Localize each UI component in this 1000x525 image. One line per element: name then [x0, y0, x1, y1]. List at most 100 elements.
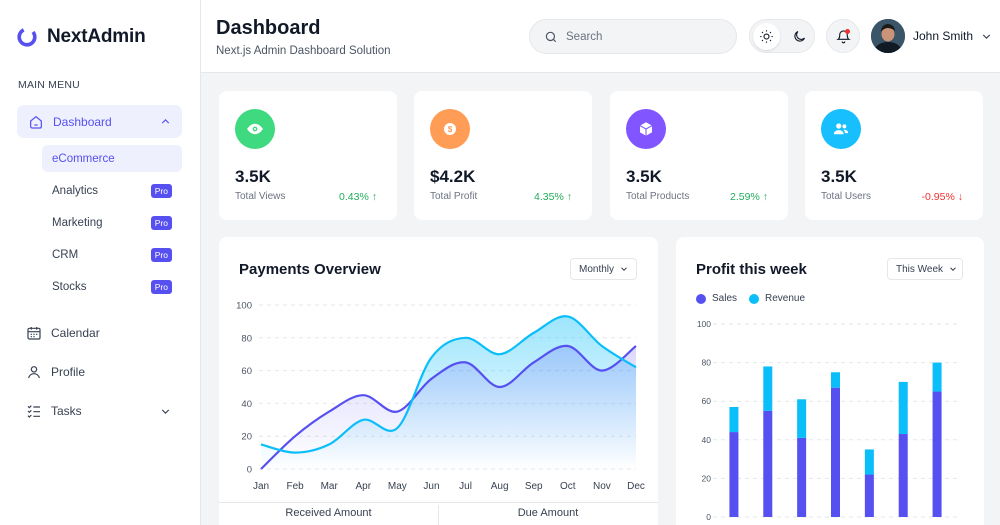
sidebar-subitem-crm[interactable]: CRM Pro [42, 241, 182, 268]
y-tick-label: 40 [702, 435, 712, 445]
y-tick-label: 80 [702, 358, 712, 368]
legend-label: Revenue [765, 293, 806, 304]
area-received-amount [261, 345, 636, 469]
bar-revenue-fri [864, 449, 874, 475]
pro-badge: Pro [150, 248, 172, 262]
theme-toggle[interactable] [749, 19, 815, 53]
sidebar-subitem-ecommerce[interactable]: eCommerce [42, 145, 182, 172]
bell-icon [835, 29, 851, 43]
bar-sales-wed [797, 437, 807, 517]
arrow-up-icon: ↑ [371, 191, 377, 203]
stat-label: Total Products [626, 191, 690, 202]
notifications-button[interactable] [826, 19, 860, 53]
panel-title: Profit this week [696, 261, 807, 278]
dropdown-value: Monthly [579, 263, 615, 275]
chevron-down-icon [982, 33, 991, 39]
calendar-icon [27, 327, 41, 340]
chart-legend: Sales Revenue [696, 293, 805, 304]
panel-title: Payments Overview [239, 261, 381, 278]
bar-revenue-wed [797, 399, 807, 438]
svg-text:$: $ [448, 125, 453, 134]
stat-card-products: 3.5K Total Products 2.59% ↑ [610, 91, 788, 220]
profit-week-panel: Profit this week This Week Sales Revenue… [676, 237, 984, 525]
bar-revenue-sat [898, 381, 908, 435]
sidebar-item-label: Tasks [51, 404, 82, 418]
tasks-icon [27, 405, 40, 418]
stat-card-profit: $ $4.2K Total Profit 4.35% ↑ [414, 91, 592, 220]
user-menu[interactable]: John Smith [871, 19, 993, 53]
payments-overview-panel: Payments Overview Monthly 0 20 40 60 80 100 Ja… [219, 237, 658, 525]
page-subtitle: Next.js Admin Dashboard Solution [216, 45, 391, 57]
stat-card-views: 3.5K Total Views 0.43% ↑ [219, 91, 397, 220]
chevron-down-icon [621, 267, 627, 271]
moon-icon [794, 30, 806, 42]
y-tick-label: 0 [247, 465, 252, 476]
box-icon [639, 122, 653, 136]
avatar [871, 19, 905, 53]
stat-label: Total Views [235, 191, 286, 202]
y-tick-label: 60 [241, 366, 252, 377]
chevron-down-icon [950, 267, 956, 271]
sidebar-item-tasks[interactable]: Tasks [17, 396, 182, 426]
stat-card-users: 3.5K Total Users -0.95% ↓ [805, 91, 983, 220]
legend-swatch-revenue [749, 293, 760, 304]
x-tick-label: Jun [423, 481, 439, 492]
sidebar-subitem-analytics[interactable]: Analytics Pro [42, 177, 182, 204]
pro-badge: Pro [150, 280, 172, 294]
sidebar-item-calendar[interactable]: Calendar [17, 318, 182, 348]
user-name: John Smith [913, 29, 974, 43]
dark-mode-button[interactable] [786, 23, 813, 50]
search-box[interactable] [529, 19, 737, 54]
stat-icon-bg [235, 109, 275, 149]
bar-sales-tue [763, 410, 773, 517]
stat-value: 3.5K [626, 167, 662, 186]
sidebar: NextAdmin MAIN MENU Dashboard eCommerce … [0, 0, 201, 525]
x-tick-label: Nov [593, 481, 611, 492]
y-tick-label: 20 [702, 473, 712, 483]
dollar-icon: $ [444, 123, 456, 135]
sidebar-subitem-label: Stocks [52, 280, 87, 293]
legend-swatch-sales [696, 293, 706, 304]
received-amount-label: Received Amount [285, 507, 372, 519]
bar-sales-sat [898, 434, 908, 517]
period-dropdown[interactable]: This Week [887, 258, 963, 280]
search-input[interactable] [566, 30, 716, 43]
stat-label: Total Profit [430, 191, 478, 202]
logo[interactable]: NextAdmin [16, 26, 146, 48]
bar-sales-sun [932, 391, 942, 517]
sidebar-item-dashboard[interactable]: Dashboard [17, 105, 182, 138]
sidebar-subitem-marketing[interactable]: Marketing Pro [42, 209, 182, 236]
light-mode-button[interactable] [753, 23, 780, 50]
sun-icon [760, 30, 773, 43]
x-tick-label: Feb [286, 481, 304, 492]
profit-chart: 0 20 40 60 80 100 [697, 319, 958, 522]
pro-badge: Pro [150, 216, 172, 230]
y-tick-label: 20 [241, 432, 252, 443]
sidebar-subitem-label: eCommerce [52, 152, 115, 165]
bar-revenue-thu [831, 372, 840, 388]
logo-text: NextAdmin [47, 26, 146, 47]
sidebar-subitem-label: Marketing [52, 216, 103, 229]
sidebar-item-profile[interactable]: Profile [17, 357, 182, 387]
legend-label: Sales [712, 293, 738, 304]
header: Dashboard Next.js Admin Dashboard Soluti… [201, 0, 1000, 73]
y-tick-label: 100 [236, 301, 252, 312]
sidebar-item-label: Profile [51, 365, 86, 379]
footer-divider [438, 505, 439, 525]
bar-sales-mon [729, 432, 739, 517]
y-tick-label: 60 [702, 396, 712, 406]
bar-revenue-sun [932, 362, 942, 392]
x-tick-label: Jan [253, 481, 269, 492]
period-dropdown[interactable]: Monthly [570, 258, 637, 280]
stat-change: -0.95% ↓ [921, 191, 963, 203]
dropdown-value: This Week [896, 263, 944, 275]
stat-icon-bg [626, 109, 666, 149]
sidebar-subitem-stocks[interactable]: Stocks Pro [42, 273, 182, 300]
stat-icon-bg [821, 109, 861, 149]
home-icon [30, 115, 42, 129]
x-tick-label: Jul [459, 481, 472, 492]
bar-sales-fri [864, 474, 874, 517]
stat-value: 3.5K [821, 167, 857, 186]
y-tick-label: 80 [241, 333, 252, 344]
x-tick-label: May [388, 481, 407, 492]
